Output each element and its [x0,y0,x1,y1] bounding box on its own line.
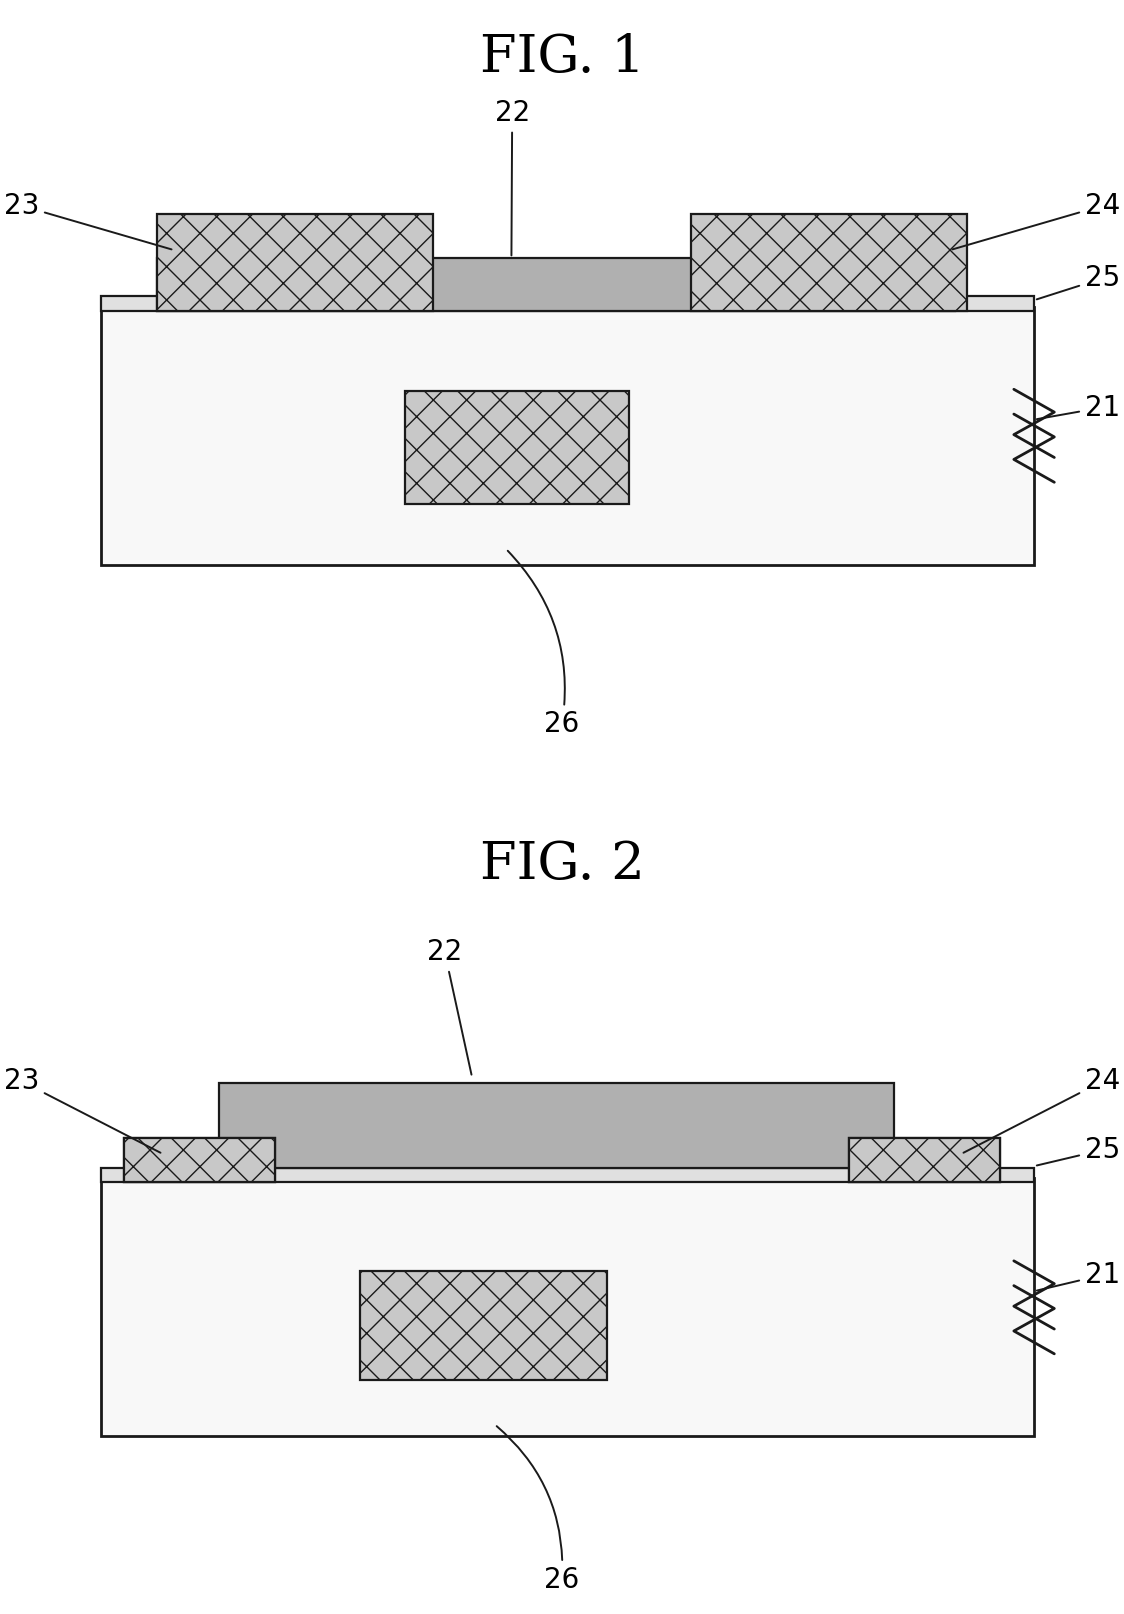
Text: 24: 24 [963,1067,1120,1152]
Text: 25: 25 [1036,265,1120,299]
Bar [101,307,1034,565]
Bar [101,1169,1034,1181]
Text: 21: 21 [1036,394,1120,421]
Bar [124,1138,275,1181]
Bar [157,213,433,310]
Bar [219,1083,894,1169]
Text: 26: 26 [497,1427,580,1593]
Text: 22: 22 [495,98,529,255]
Bar [849,1138,1000,1181]
Text: 24: 24 [952,192,1120,250]
Bar [124,1138,275,1181]
Bar [405,391,629,504]
Bar [157,258,955,310]
Bar [849,1138,1000,1181]
Text: 21: 21 [1036,1261,1120,1291]
Bar [101,295,1034,310]
Text: FIG. 1: FIG. 1 [480,32,644,84]
Text: 22: 22 [427,938,471,1075]
Text: 26: 26 [508,550,580,738]
Bar [101,1178,1034,1436]
Text: 25: 25 [1036,1136,1120,1165]
Bar [360,1272,607,1380]
Text: 23: 23 [4,192,172,250]
Bar [691,213,967,310]
Text: FIG. 2: FIG. 2 [480,839,644,891]
Text: 23: 23 [4,1067,161,1152]
